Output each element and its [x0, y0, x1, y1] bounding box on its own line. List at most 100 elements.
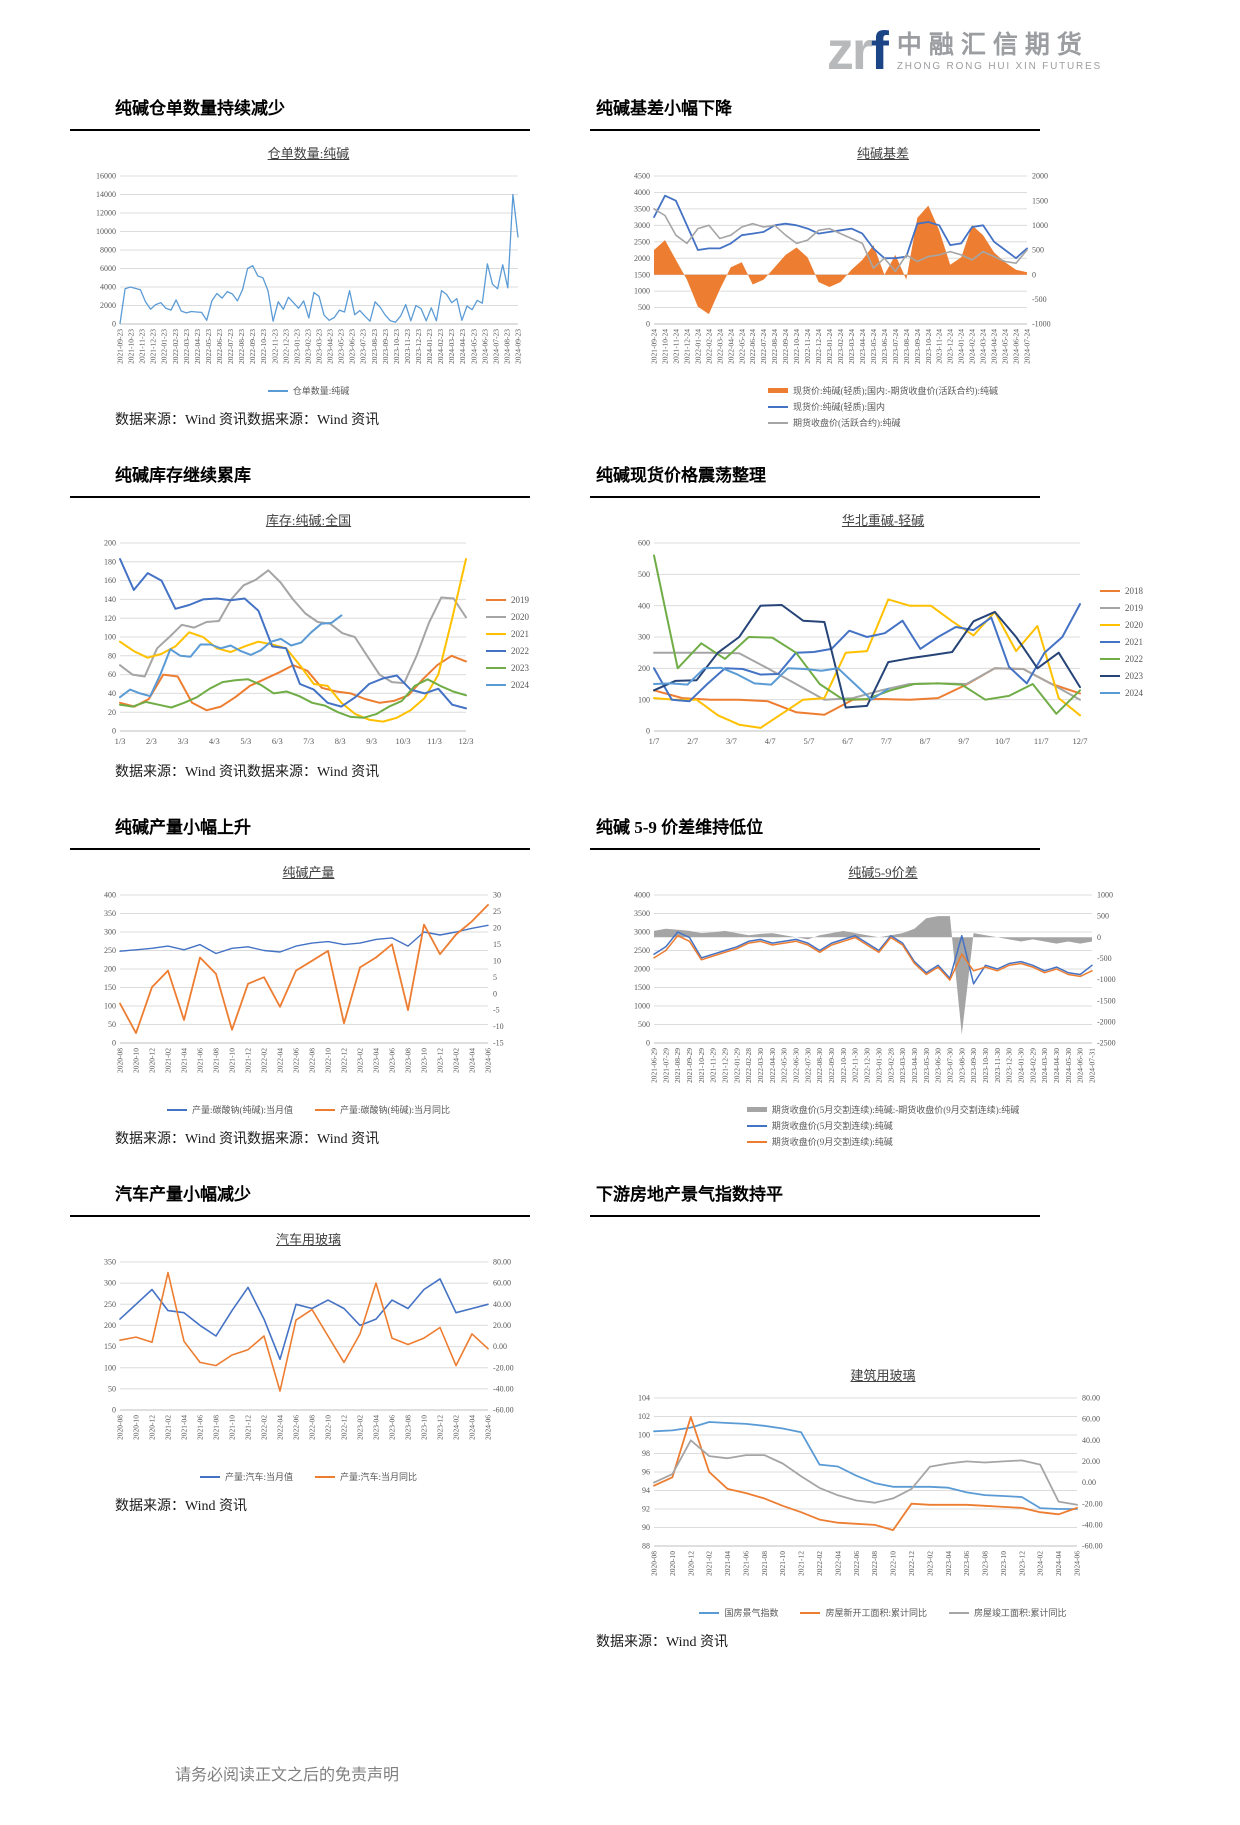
chart-legend: 2019 2020 2021 2022 2023 2024: [486, 595, 529, 690]
x-axis-ticks: 2020-08 2020-10 2020-12 2021-02 2021-04 2021-…: [116, 1048, 493, 1073]
svg-text:2024-06-30: 2024-06-30: [1076, 1048, 1085, 1083]
svg-text:30: 30: [493, 891, 501, 900]
svg-text:2022-06: 2022-06: [292, 1415, 301, 1440]
chart-legend: 期货收盘价(5月交割连续):纯碱:-期货收盘价(9月交割连续):纯碱 期货收盘价(…: [746, 1103, 1019, 1148]
svg-text:2023-06: 2023-06: [962, 1551, 971, 1576]
legend-item: 国房景气指数: [699, 1606, 778, 1619]
legend-swatch: [746, 1107, 767, 1112]
section-title: 纯碱 5-9 价差维持低位: [596, 818, 764, 837]
svg-text:2023-09-23: 2023-09-23: [381, 329, 390, 364]
legend-swatch: [1100, 692, 1120, 694]
chart-canvas-soda-output: 400350300250200150100500302520151050-5-1…: [104, 891, 504, 1073]
svg-text:2023-12: 2023-12: [436, 1048, 445, 1073]
svg-text:4000: 4000: [634, 188, 650, 197]
svg-text:4/7: 4/7: [765, 736, 776, 746]
svg-text:2021-10: 2021-10: [228, 1415, 237, 1440]
svg-text:1500: 1500: [1032, 196, 1048, 205]
svg-text:2022-12-23: 2022-12-23: [281, 329, 290, 364]
svg-text:2022-09-23: 2022-09-23: [248, 329, 257, 364]
svg-text:2024-07-23: 2024-07-23: [491, 329, 500, 364]
legend-label: 2023: [1125, 671, 1143, 681]
svg-text:50: 50: [108, 1020, 116, 1029]
svg-text:2024-07-24: 2024-07-24: [1023, 329, 1032, 364]
svg-text:2023-04: 2023-04: [372, 1415, 381, 1440]
right-y-axis: 80.00 60.00 40.00 20.00 0.00 -20.00 -40.00 -60.…: [493, 1258, 514, 1415]
report-section: 纯碱库存继续累库 库存:纯碱:全国 200 180 160 140 120 100 80 60 40…: [70, 455, 535, 781]
svg-text:100: 100: [104, 633, 116, 642]
logo-zr-letters: zr: [826, 21, 873, 81]
svg-text:11/7: 11/7: [1034, 736, 1049, 746]
svg-text:2500: 2500: [634, 237, 650, 246]
legend-item: 2022: [486, 646, 529, 656]
svg-text:600: 600: [638, 539, 650, 548]
svg-text:2023-01-30: 2023-01-30: [874, 1048, 883, 1083]
svg-text:2021-06: 2021-06: [741, 1551, 750, 1576]
svg-text:20: 20: [108, 708, 116, 717]
legend-label: 2022: [1125, 654, 1143, 664]
svg-text:2024-06: 2024-06: [484, 1048, 493, 1073]
svg-text:-5: -5: [493, 1006, 500, 1015]
svg-text:2022-08: 2022-08: [870, 1551, 879, 1576]
legend-item: 期货收盘价(活跃合约):纯碱: [768, 416, 901, 429]
svg-text:2024-01-24: 2024-01-24: [957, 329, 966, 364]
series-产量:汽车:当月同比: [119, 1271, 489, 1392]
svg-text:2021-08: 2021-08: [212, 1048, 221, 1073]
legend-swatch: [1100, 675, 1120, 677]
company-name-en: ZHONG RONG HUI XIN FUTURES: [896, 60, 1102, 72]
svg-text:2000: 2000: [634, 965, 650, 974]
svg-text:2023-05-23: 2023-05-23: [337, 329, 346, 364]
svg-text:40.00: 40.00: [1082, 1436, 1100, 1445]
gridlines-and-y-axis: 350 300 250 200 150 100 50 0: [104, 1258, 488, 1415]
x-axis-ticks: 1/3 2/3 3/3 4/3 5/3 6/3 7/3 8/3 9/3 10/3 11/3 12/3: [115, 736, 474, 746]
svg-text:-40.00: -40.00: [493, 1384, 514, 1393]
svg-text:2000: 2000: [1032, 172, 1048, 181]
svg-text:2021-08: 2021-08: [760, 1551, 769, 1576]
svg-text:2023-10-30: 2023-10-30: [981, 1048, 990, 1083]
legend-item: 2021: [486, 629, 529, 639]
svg-text:2023-04: 2023-04: [372, 1048, 381, 1073]
svg-text:104: 104: [638, 1394, 650, 1403]
series-2022: [653, 554, 1081, 715]
svg-text:200: 200: [104, 965, 116, 974]
svg-text:2022-08: 2022-08: [308, 1048, 317, 1073]
series-2024: [653, 666, 890, 701]
svg-text:5/3: 5/3: [240, 736, 251, 746]
legend-label: 国房景气指数: [724, 1608, 779, 1618]
series-期货收盘价(9月交割连续):纯碱: [653, 934, 1093, 981]
svg-text:2023-02: 2023-02: [925, 1551, 934, 1576]
svg-text:250: 250: [104, 946, 116, 955]
svg-text:2023-04-23: 2023-04-23: [326, 329, 335, 364]
series-期货收盘价(活跃合约):纯碱: [653, 208, 1028, 273]
x-axis-ticks: 2020-08 2020-10 2020-12 2021-02 2021-04 2021-…: [116, 1415, 493, 1440]
svg-text:2021-12: 2021-12: [244, 1415, 253, 1440]
report-section: 汽车产量小幅减少 汽车用玻璃 350 300 250 200 150 100 50 0 80.00 6…: [70, 1174, 535, 1515]
chart-card: 建筑用玻璃 104 102 100 98 96 94 92 90 88 80.00 60.00 40.0…: [590, 1365, 1150, 1619]
svg-text:2022-10-23: 2022-10-23: [259, 329, 268, 364]
svg-text:2023-05-30: 2023-05-30: [922, 1048, 931, 1083]
report-section: 纯碱 5-9 价差维持低位纯碱5-9价差 4000 3500 3000 2500 2000…: [590, 807, 1150, 1148]
legend-label: 2022: [511, 645, 529, 656]
series-2022: [119, 558, 467, 710]
legend-label: 期货收盘价(活跃合约):纯碱: [793, 418, 901, 428]
svg-text:2024-03-23: 2024-03-23: [447, 329, 456, 364]
svg-text:2023-10-24: 2023-10-24: [924, 329, 933, 364]
svg-text:2021-04: 2021-04: [180, 1048, 189, 1073]
series-2020: [653, 598, 1081, 729]
legend-label: 产量:汽车:当月值: [224, 1472, 293, 1482]
chart-legend: 产量:碳酸钠(纯碱):当月值 产量:碳酸钠(纯碱):当月同比: [82, 1103, 535, 1116]
chart-card: 纯碱5-9价差 4000 3500 3000 2500 2000 1500 1000 500 0 1…: [590, 862, 1150, 1148]
svg-text:90: 90: [642, 1523, 650, 1532]
svg-text:400: 400: [104, 891, 116, 900]
svg-text:4000: 4000: [100, 283, 116, 292]
svg-text:100: 100: [104, 1002, 116, 1011]
legend-label: 2021: [511, 628, 529, 639]
svg-text:2023-11-30: 2023-11-30: [993, 1048, 1002, 1083]
svg-text:60.00: 60.00: [493, 1279, 511, 1288]
svg-text:2022-08-30: 2022-08-30: [815, 1048, 824, 1083]
svg-text:2023-07-30: 2023-07-30: [945, 1048, 954, 1083]
svg-text:-60.00: -60.00: [1082, 1542, 1103, 1551]
svg-text:2023-12-24: 2023-12-24: [946, 329, 955, 364]
legend-item: 2019: [1100, 603, 1143, 613]
legend-label: 现货价:纯碱(轻质):国内: [793, 402, 885, 412]
svg-text:2022-10-24: 2022-10-24: [792, 329, 801, 364]
